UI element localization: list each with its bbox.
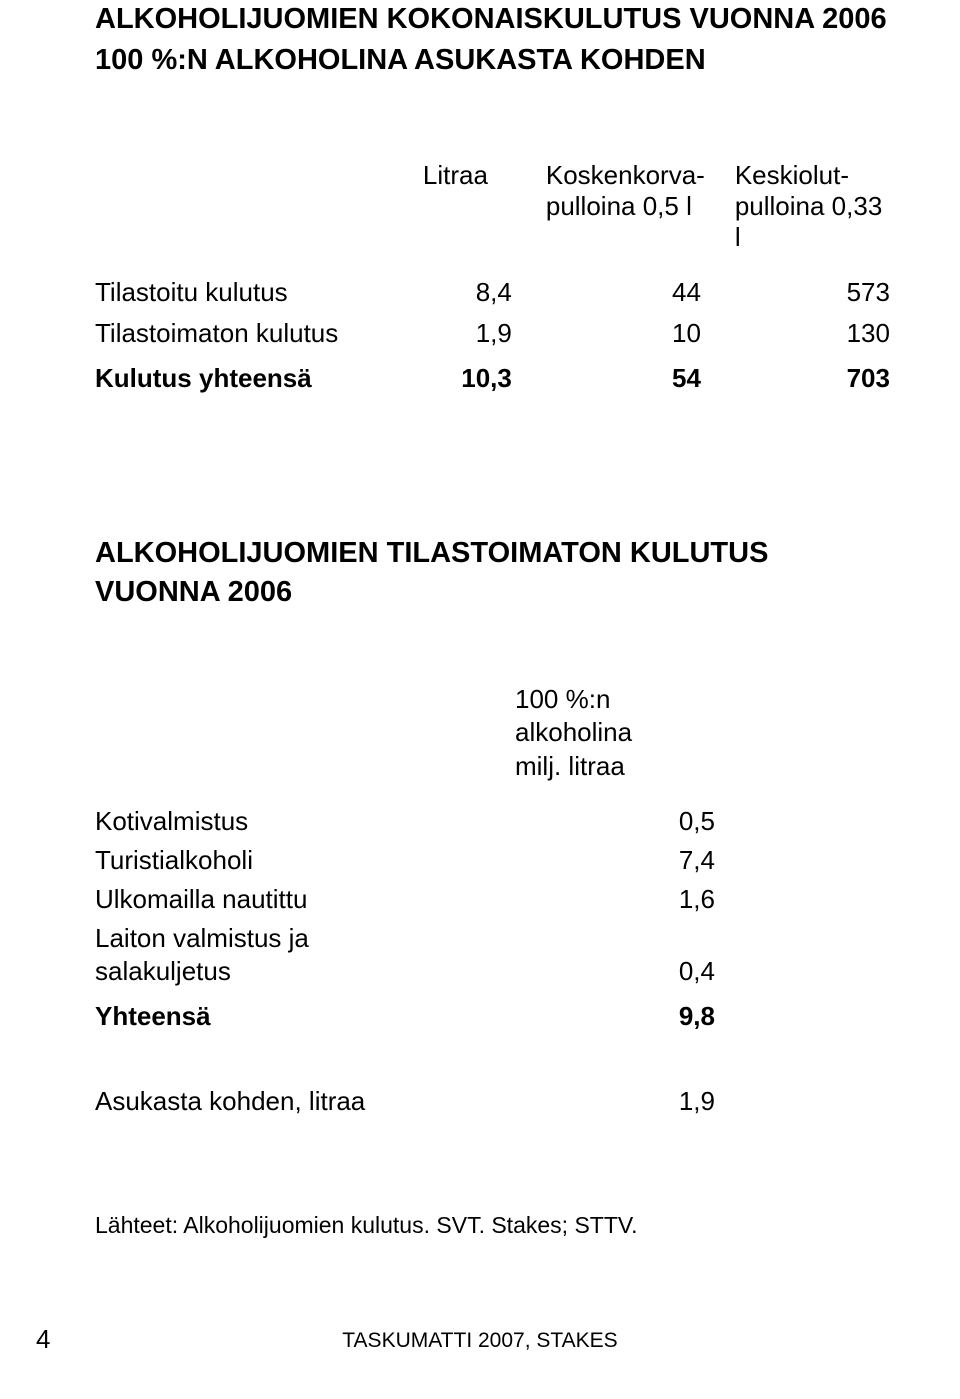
table1-header-keskiolut: Keskiolut- pulloina 0,33 l [705,160,890,253]
table2-row-value: 0,5 [515,806,715,837]
table1-sum-b: 54 [512,363,701,394]
table1-row: Tilastoimaton kulutus 1,9 10 130 [95,318,890,349]
footer-text: TASKUMATTI 2007, STAKES [0,1329,960,1353]
table2: 100 %:n alkoholina milj. litraa Kotivalm… [95,683,890,1117]
table2-row-label: salakuljetus [95,956,515,987]
table1-header-row: Litraa Koskenkorva- pulloina 0,5 l Keski… [95,160,890,253]
table2-header-line2: milj. litraa [515,750,715,784]
table2-row-label: Ulkomailla nautittu [95,884,515,915]
table1-header-c-line1: Keskiolut- [735,160,890,191]
table2-row: salakuljetus 0,4 [95,956,890,987]
table2-header-line1: 100 %:n alkoholina [515,683,715,751]
table1-row-c: 130 [701,318,890,349]
table2-row-value: 0,4 [515,956,715,987]
title2-line1: ALKOHOLIJUOMIEN TILASTOIMATON KULUTUS [95,534,890,573]
table1-header-koskenkorva: Koskenkorva- pulloina 0,5 l [506,160,705,222]
page: ALKOHOLIJUOMIEN KOKONAISKULUTUS VUONNA 2… [0,0,960,1399]
table1-header-b-line1: Koskenkorva- [546,160,705,191]
table1-sum-c: 703 [701,363,890,394]
table2-row-value: 7,4 [515,845,715,876]
title1: ALKOHOLIJUOMIEN KOKONAISKULUTUS VUONNA 2… [95,0,890,80]
table2-row: Turistialkoholi 7,4 [95,845,890,876]
table2-percapita-label: Asukasta kohden, litraa [95,1086,515,1117]
table1-header-c-line2: pulloina 0,33 l [735,191,890,253]
table2-row: Kotivalmistus 0,5 [95,806,890,837]
table1-row-a: 8,4 [405,277,512,308]
table2-row-label: Laiton valmistus ja [95,923,515,954]
table2-row-value: 1,6 [515,884,715,915]
table1-header-b-line2: pulloina 0,5 l [546,191,705,222]
title1-line2: 100 %:N ALKOHOLINA ASUKASTA KOHDEN [95,41,890,80]
table1-row: Tilastoitu kulutus 8,4 44 573 [95,277,890,308]
title2: ALKOHOLIJUOMIEN TILASTOIMATON KULUTUS VU… [95,534,890,612]
table1-row-label: Tilastoitu kulutus [95,277,405,308]
table2-header: 100 %:n alkoholina milj. litraa [515,683,715,784]
table2-sum-label: Yhteensä [95,1001,515,1032]
table2-row: Ulkomailla nautittu 1,6 [95,884,890,915]
table1-header-litraa: Litraa [405,160,506,191]
table1-row-b: 10 [512,318,701,349]
table1-row-b: 44 [512,277,701,308]
table1-sum-label: Kulutus yhteensä [95,363,405,394]
table2-sum-value: 9,8 [515,1001,715,1032]
sources-line: Lähteet: Alkoholijuomien kulutus. SVT. S… [95,1212,890,1239]
table2-percapita-value: 1,9 [515,1086,715,1117]
title2-line2: VUONNA 2006 [95,573,890,612]
table1: Litraa Koskenkorva- pulloina 0,5 l Keski… [95,160,890,394]
table1-row-label: Tilastoimaton kulutus [95,318,405,349]
title1-line1: ALKOHOLIJUOMIEN KOKONAISKULUTUS VUONNA 2… [95,0,890,39]
table2-sum-row: Yhteensä 9,8 [95,1001,890,1032]
table1-sum-a: 10,3 [405,363,512,394]
table2-row-label: Turistialkoholi [95,845,515,876]
table2-row: Laiton valmistus ja [95,923,890,954]
table1-header-a-line1: Litraa [405,160,506,191]
table1-sum-row: Kulutus yhteensä 10,3 54 703 [95,363,890,394]
table2-row-label: Kotivalmistus [95,806,515,837]
table1-row-c: 573 [701,277,890,308]
table2-percapita-row: Asukasta kohden, litraa 1,9 [95,1086,890,1117]
table1-row-a: 1,9 [405,318,512,349]
